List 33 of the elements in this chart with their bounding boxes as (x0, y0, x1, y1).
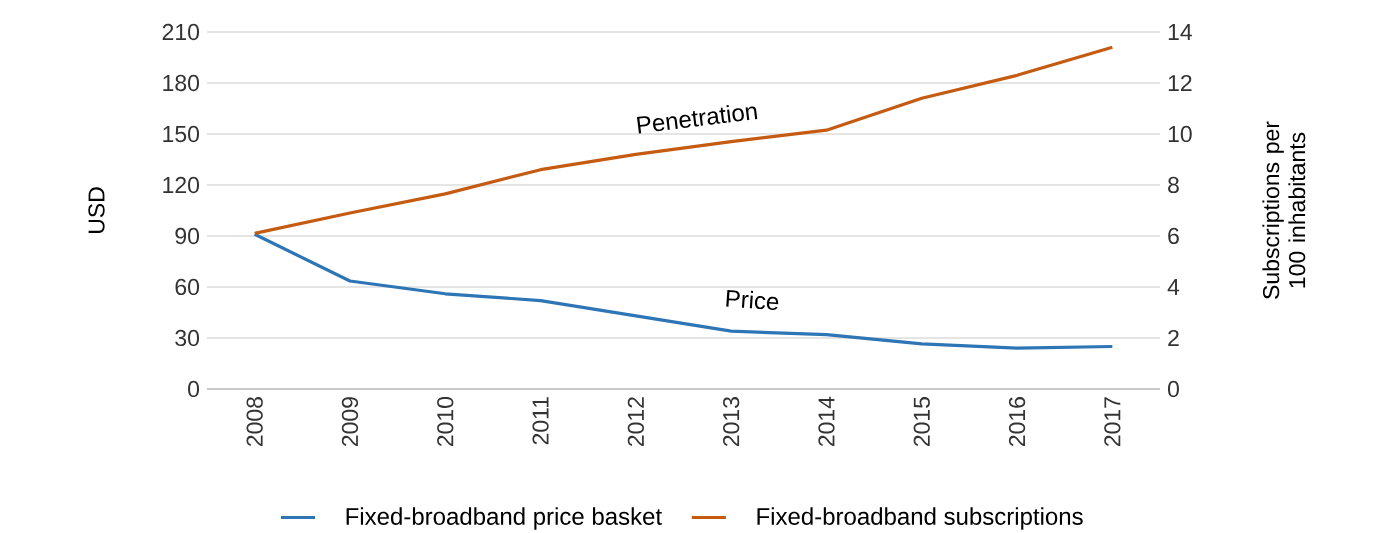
legend-label: Fixed-broadband price basket (346, 507, 662, 530)
y2-tick-label: 12 (1168, 74, 1192, 92)
y-axis-title: USD (88, 187, 105, 233)
x-tick-label: 2013 (723, 397, 740, 447)
y2-tick-label: 10 (1168, 125, 1192, 143)
x-tick-label: 2008 (246, 397, 263, 447)
y-tick-label: 150 (163, 125, 200, 143)
annotation: Price (726, 290, 779, 310)
x-tick-label: 2010 (437, 396, 454, 447)
x-tick-label: 2017 (1104, 397, 1121, 447)
y2-axis-title: Subscriptions per 100 inhabitants (1262, 121, 1306, 299)
x-tick-label: 2015 (913, 397, 930, 447)
y2-tick-label: 8 (1168, 176, 1179, 194)
annotation: Penetration (636, 104, 758, 134)
y-tick-label: 30 (175, 329, 200, 347)
y2-tick-label: 4 (1167, 279, 1180, 295)
x-tick-label: 2012 (627, 397, 644, 447)
y-tick-label: 0 (188, 380, 200, 398)
y2-tick-label: 2 (1168, 329, 1179, 347)
x-tick-label: 2011 (532, 397, 549, 445)
y-tick-label: 180 (163, 74, 200, 92)
y-tick-label: 120 (163, 176, 200, 194)
legend-label: Fixed-broadband subscriptions (757, 507, 1083, 530)
y-tick-label: 210 (162, 23, 200, 41)
y-tick-label: 90 (175, 227, 200, 245)
line-series (253, 45, 1114, 236)
y2-tick-label: 14 (1168, 24, 1192, 40)
x-tick-label: 2016 (1008, 397, 1026, 447)
y2-tick-label: 6 (1168, 227, 1179, 245)
x-tick-label: 2014 (818, 396, 835, 447)
y-tick-label: 60 (175, 278, 200, 296)
y2-tick-label: 0 (1167, 380, 1179, 398)
x-tick-label: 2009 (341, 397, 359, 447)
